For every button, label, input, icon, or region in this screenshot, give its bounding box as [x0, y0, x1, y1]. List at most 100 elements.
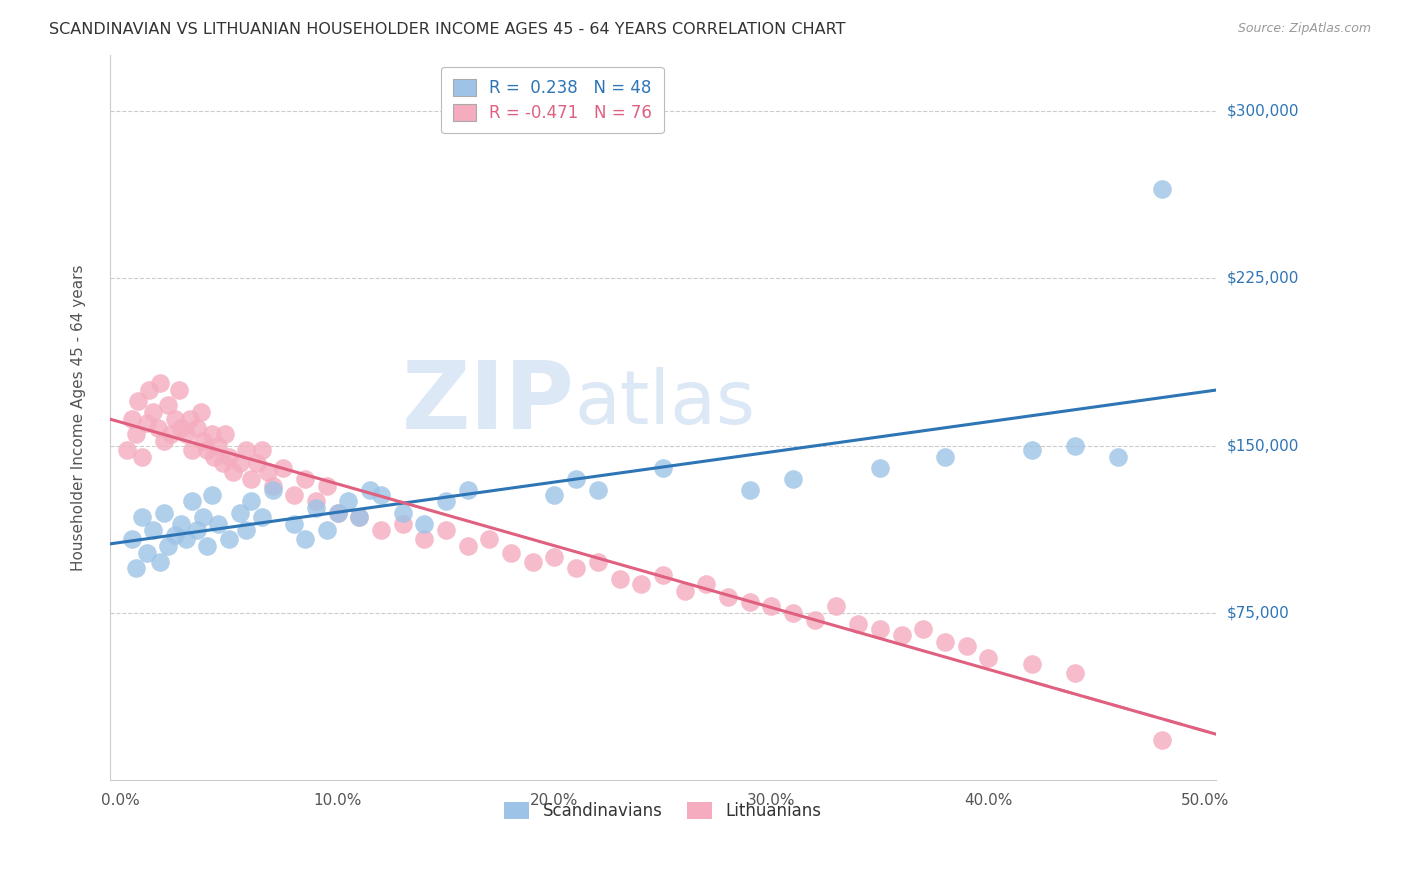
Point — [149, 555, 172, 569]
Point — [391, 516, 413, 531]
Point — [326, 506, 349, 520]
Point — [1064, 439, 1087, 453]
Point — [163, 412, 186, 426]
Point — [235, 524, 257, 538]
Point — [283, 516, 305, 531]
Point — [153, 506, 176, 520]
Point — [142, 524, 165, 538]
Point — [191, 510, 214, 524]
Point — [1150, 733, 1173, 747]
Point — [434, 524, 457, 538]
Point — [315, 479, 337, 493]
Point — [190, 405, 212, 419]
Point — [349, 510, 371, 524]
Point — [163, 528, 186, 542]
Point — [294, 472, 316, 486]
Point — [201, 427, 224, 442]
Point — [218, 533, 240, 547]
Point — [782, 472, 804, 486]
Point — [370, 524, 392, 538]
Point — [174, 533, 197, 547]
Text: Source: ZipAtlas.com: Source: ZipAtlas.com — [1237, 22, 1371, 36]
Point — [222, 466, 245, 480]
Point — [803, 613, 825, 627]
Point — [127, 394, 149, 409]
Point — [846, 617, 869, 632]
Point — [202, 450, 225, 464]
Text: SCANDINAVIAN VS LITHUANIAN HOUSEHOLDER INCOME AGES 45 - 64 YEARS CORRELATION CHA: SCANDINAVIAN VS LITHUANIAN HOUSEHOLDER I… — [49, 22, 846, 37]
Point — [191, 434, 214, 449]
Point — [135, 417, 157, 431]
Point — [977, 650, 1000, 665]
Point — [543, 488, 565, 502]
Point — [738, 483, 761, 498]
Text: $75,000: $75,000 — [1227, 606, 1289, 621]
Point — [135, 546, 157, 560]
Point — [138, 383, 160, 397]
Point — [359, 483, 381, 498]
Text: atlas: atlas — [575, 367, 755, 440]
Point — [869, 461, 891, 475]
Point — [890, 628, 912, 642]
Point — [413, 533, 436, 547]
Point — [1021, 443, 1043, 458]
Point — [825, 599, 848, 614]
Point — [294, 533, 316, 547]
Point — [349, 510, 371, 524]
Point — [565, 472, 588, 486]
Point — [179, 412, 201, 426]
Point — [413, 516, 436, 531]
Point — [170, 421, 193, 435]
Point — [218, 450, 240, 464]
Point — [235, 443, 257, 458]
Point — [434, 494, 457, 508]
Point — [153, 434, 176, 449]
Point — [239, 472, 262, 486]
Point — [149, 376, 172, 391]
Point — [125, 561, 148, 575]
Point — [738, 595, 761, 609]
Point — [201, 488, 224, 502]
Point — [565, 561, 588, 575]
Point — [229, 506, 252, 520]
Point — [214, 427, 236, 442]
Text: $225,000: $225,000 — [1227, 271, 1299, 285]
Point — [1107, 450, 1129, 464]
Legend: Scandinavians, Lithuanians: Scandinavians, Lithuanians — [498, 795, 828, 826]
Point — [1150, 182, 1173, 196]
Point — [457, 483, 479, 498]
Point — [273, 461, 295, 475]
Point — [337, 494, 360, 508]
Point — [142, 405, 165, 419]
Point — [186, 524, 208, 538]
Point — [315, 524, 337, 538]
Point — [391, 506, 413, 520]
Point — [326, 506, 349, 520]
Point — [262, 479, 284, 493]
Point — [586, 555, 609, 569]
Point — [181, 494, 204, 508]
Point — [501, 546, 523, 560]
Point — [305, 501, 328, 516]
Point — [125, 427, 148, 442]
Point — [257, 466, 280, 480]
Point — [211, 457, 233, 471]
Point — [157, 399, 180, 413]
Point — [955, 640, 977, 654]
Text: $300,000: $300,000 — [1227, 103, 1299, 119]
Point — [170, 516, 193, 531]
Point — [651, 568, 673, 582]
Point — [207, 439, 229, 453]
Point — [1064, 666, 1087, 681]
Point — [181, 443, 204, 458]
Point — [229, 457, 252, 471]
Point — [609, 573, 631, 587]
Point — [283, 488, 305, 502]
Point — [869, 622, 891, 636]
Point — [159, 427, 181, 442]
Point — [543, 550, 565, 565]
Point — [522, 555, 544, 569]
Point — [782, 606, 804, 620]
Point — [630, 577, 652, 591]
Point — [934, 635, 956, 649]
